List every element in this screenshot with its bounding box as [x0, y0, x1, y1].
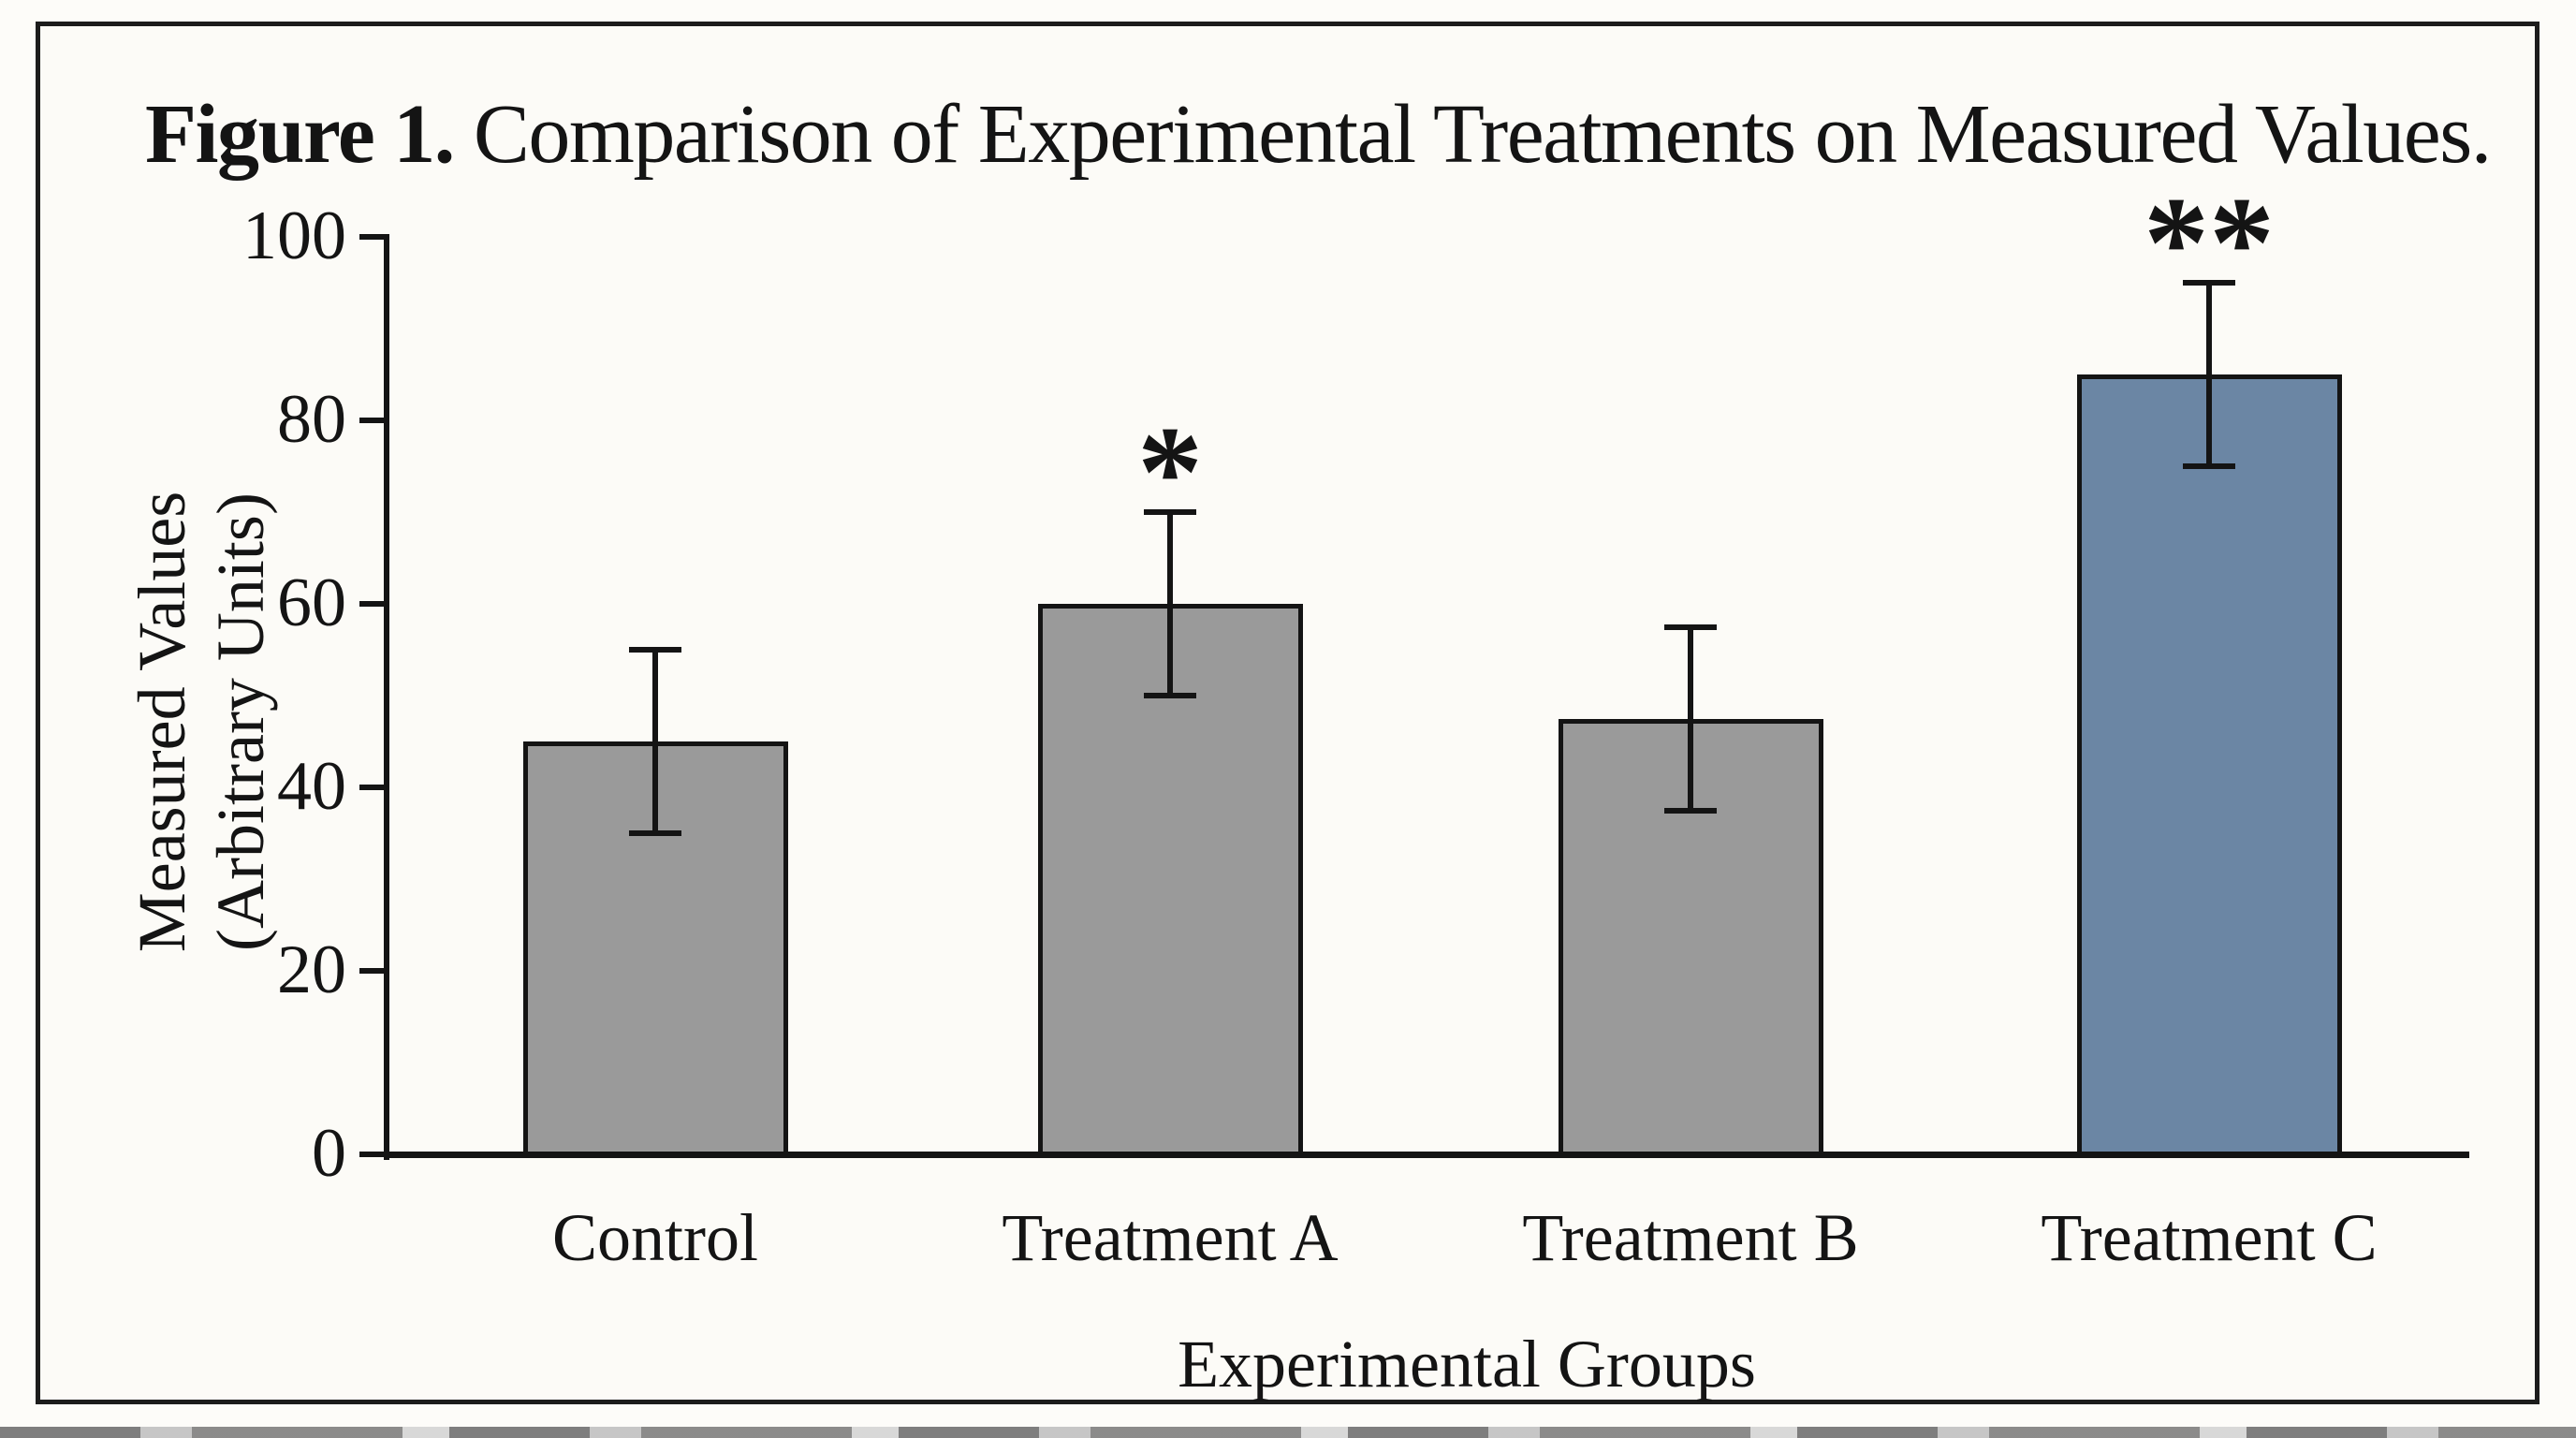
error-bar-line: [1167, 512, 1173, 696]
error-bar-line: [652, 650, 658, 833]
error-bar-cap-bottom: [1664, 807, 1717, 814]
x-category-label: Treatment B: [1522, 1200, 1859, 1275]
y-axis-label-line2: (Arbitrary Units): [203, 492, 278, 951]
x-axis-title: Experimental Groups: [1178, 1327, 1756, 1401]
x-category-label: Treatment C: [2041, 1200, 2378, 1275]
figure-caption-text: Comparison of Experimental Treatments on…: [453, 88, 2492, 181]
y-tick-mark: [359, 418, 384, 423]
y-tick-label: 100: [242, 198, 346, 274]
y-tick-label: 40: [277, 748, 346, 825]
error-bar-cap-bottom: [629, 830, 681, 836]
y-axis-label: Measured Values (Arbitrary Units): [123, 492, 280, 953]
figure-number: Figure 1.: [145, 88, 455, 181]
y-tick-mark: [359, 234, 384, 240]
error-bar-cap-bottom: [2183, 463, 2235, 469]
y-tick-label: 0: [312, 1115, 346, 1192]
error-bar-line: [2206, 283, 2212, 466]
x-category-label: Treatment A: [1002, 1200, 1339, 1275]
error-bar-line: [1688, 626, 1693, 811]
significance-marker: **: [2144, 170, 2275, 315]
error-bar-cap-bottom: [1144, 693, 1196, 698]
error-bar-cap-top: [1144, 509, 1196, 515]
figure-frame: Figure 1. Comparison of Experimental Tre…: [36, 22, 2539, 1404]
error-bar-cap-top: [2183, 280, 2235, 286]
x-category-label: Control: [551, 1200, 758, 1275]
scan-artifact-band: [0, 1427, 2576, 1438]
error-bar-cap-top: [1664, 624, 1717, 630]
significance-marker: *: [1137, 400, 1203, 545]
bar-treatment-b: [1558, 718, 1823, 1157]
y-tick-mark: [359, 968, 384, 974]
error-bar-cap-top: [629, 647, 681, 653]
y-tick-label: 60: [277, 565, 346, 641]
bar-treatment-c: [2076, 374, 2342, 1157]
y-tick-label: 80: [277, 381, 346, 458]
y-tick-label: 20: [277, 932, 346, 1008]
y-tick-mark: [359, 1152, 384, 1157]
figure-title: Figure 1. Comparison of Experimental Tre…: [145, 88, 2492, 181]
x-axis-line: [384, 1152, 2469, 1158]
y-axis-label-line1: Measured Values: [124, 491, 199, 953]
y-tick-mark: [359, 785, 384, 790]
y-tick-mark: [359, 601, 384, 607]
y-axis-line: [384, 234, 389, 1160]
